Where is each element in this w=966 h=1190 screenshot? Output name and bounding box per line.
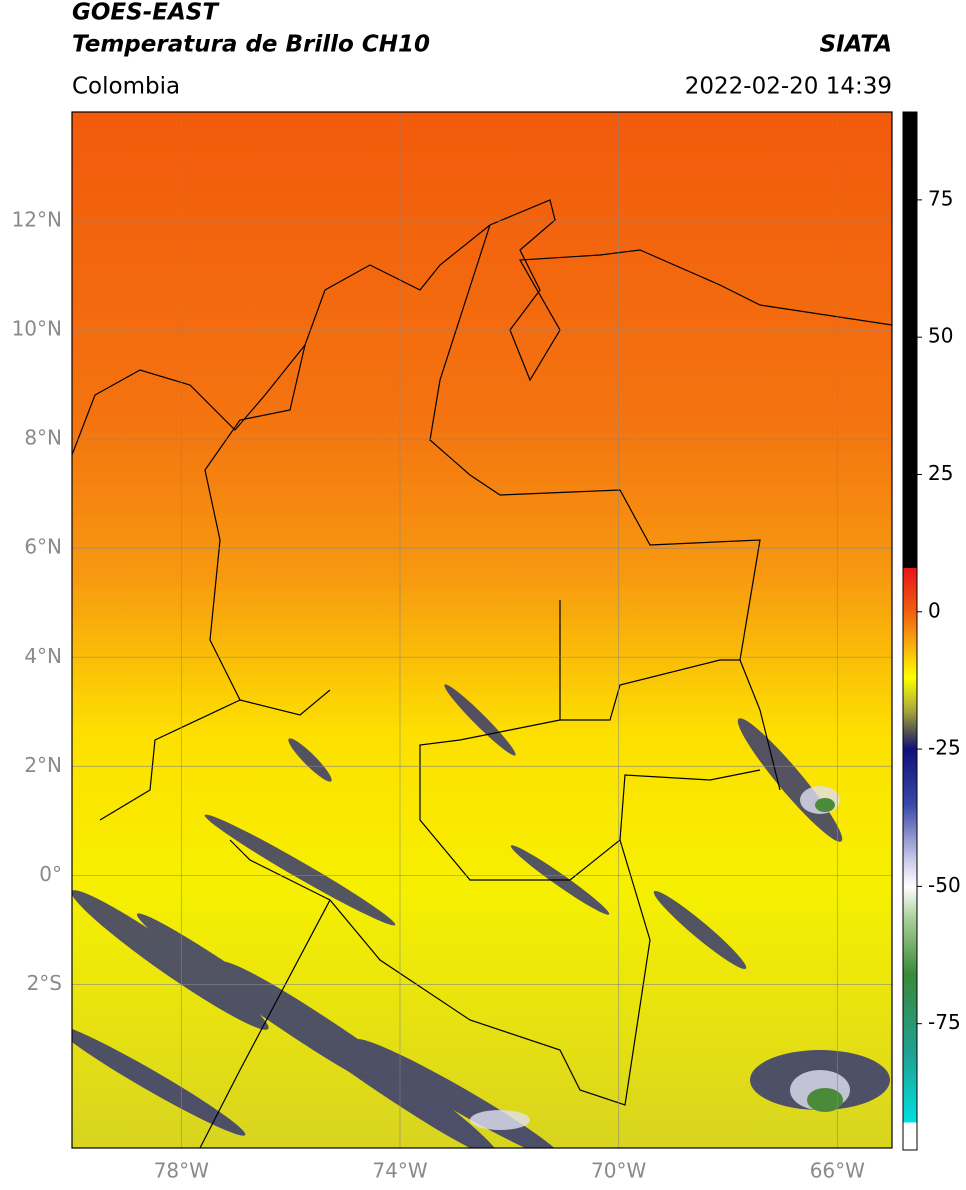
lon-tick-label: 78°W xyxy=(154,1159,209,1183)
map-frame xyxy=(71,111,893,1149)
datetime: 2022-02-20 14:39 xyxy=(685,74,892,100)
colorbar-tick-label: 0 xyxy=(928,598,941,622)
colorbar-tick-label: -75 xyxy=(928,1010,961,1034)
lon-tick-label: 66°W xyxy=(810,1159,865,1183)
lat-tick-label: 10°N xyxy=(12,317,62,341)
lat-tick-label: 8°N xyxy=(24,426,62,450)
colorbar-tick-label: 25 xyxy=(928,461,953,485)
lon-tick-label: 70°W xyxy=(591,1159,646,1183)
map-image xyxy=(72,112,892,1148)
lon-tick-label: 74°W xyxy=(372,1159,427,1183)
colorbar-tick-label: -50 xyxy=(928,873,961,897)
colorbar-tick-label: -25 xyxy=(928,736,961,760)
source: SIATA xyxy=(820,32,892,58)
grid xyxy=(72,112,892,1148)
subtitle: Temperatura de Brillo CH10 xyxy=(72,32,430,58)
lat-tick-label: 12°N xyxy=(12,208,62,232)
region: Colombia xyxy=(72,74,180,100)
lat-tick-label: 0° xyxy=(39,862,62,886)
title: GOES-EAST xyxy=(72,0,220,26)
colorbar-tick-label: 50 xyxy=(928,324,953,348)
lat-tick-label: 2°N xyxy=(24,753,62,777)
colorbar xyxy=(902,111,918,1151)
colorbar-tick-label: 75 xyxy=(928,186,953,210)
lat-tick-label: 6°N xyxy=(24,535,62,559)
lat-tick-label: 2°S xyxy=(27,971,62,995)
lat-tick-label: 4°N xyxy=(24,644,62,668)
